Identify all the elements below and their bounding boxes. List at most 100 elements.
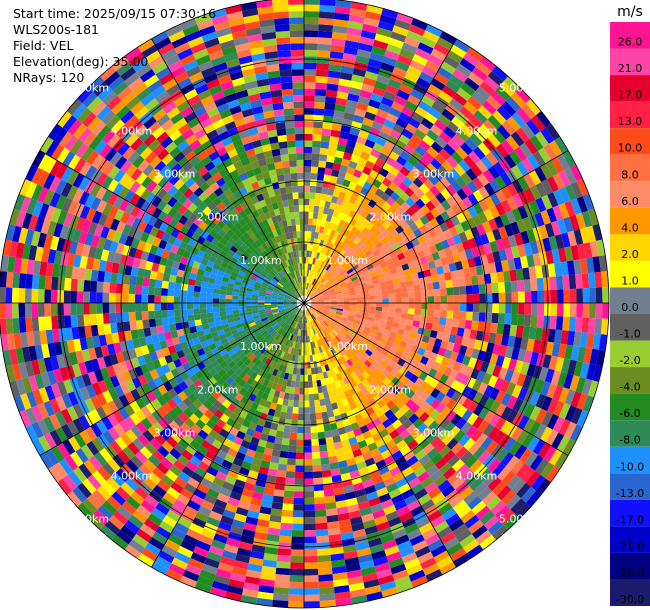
- ppi-cell: [339, 242, 347, 250]
- ppi-cell: [511, 207, 523, 222]
- ppi-cell: [498, 249, 508, 262]
- ppi-cell: [428, 174, 440, 186]
- ppi-cell: [320, 141, 330, 149]
- ppi-cell: [349, 261, 358, 269]
- ppi-cell: [334, 286, 342, 292]
- ppi-cell: [311, 299, 318, 302]
- ppi-cell: [304, 0, 320, 5]
- ppi-cell: [310, 298, 318, 302]
- ppi-cell: [581, 210, 593, 228]
- ppi-cell: [336, 296, 344, 300]
- ppi-cell: [472, 176, 484, 190]
- ppi-cell: [558, 202, 570, 219]
- ppi-cell: [352, 67, 367, 78]
- ppi-cell: [333, 262, 340, 269]
- ppi-cell: [470, 226, 480, 238]
- ppi-cell: [364, 260, 372, 267]
- ppi-cell: [464, 77, 480, 92]
- ppi-cell: [417, 42, 434, 55]
- ppi-cell: [343, 229, 351, 238]
- ppi-cell: [460, 172, 473, 185]
- ppi-cell: [464, 228, 474, 241]
- ppi-cell: [306, 250, 310, 258]
- ppi-cell: [383, 270, 391, 277]
- ppi-cell: [315, 252, 321, 260]
- ppi-cell: [355, 270, 363, 277]
- ppi-cell: [478, 283, 486, 294]
- ppi-cell: [307, 263, 311, 271]
- ppi-cell: [311, 300, 318, 303]
- ppi-cell: [420, 240, 429, 251]
- ppi-cell: [315, 82, 328, 90]
- ppi-cell: [387, 78, 402, 90]
- ppi-cell: [510, 221, 521, 235]
- ppi-cell: [545, 160, 559, 177]
- ppi-cell: [369, 216, 379, 226]
- ppi-cell: [388, 181, 399, 192]
- ppi-cell: [369, 127, 381, 137]
- ppi-cell: [338, 219, 346, 228]
- ppi-cell: [310, 231, 316, 239]
- ppi-cell: [446, 254, 455, 265]
- ppi-cell: [548, 140, 563, 157]
- ppi-cell: [374, 188, 385, 198]
- ppi-cell: [372, 278, 380, 285]
- ppi-cell: [363, 273, 372, 280]
- ppi-cell: [509, 269, 518, 282]
- ppi-cell: [387, 283, 395, 290]
- ppi-cell: [315, 225, 321, 233]
- ppi-cell: [310, 264, 315, 271]
- ppi-cell: [304, 211, 309, 219]
- ppi-cell: [315, 280, 320, 287]
- ppi-cell: [349, 294, 357, 299]
- ppi-cell: [438, 131, 452, 144]
- ppi-cell: [467, 237, 478, 249]
- ppi-cell: [456, 129, 470, 143]
- ppi-cell: [550, 220, 562, 236]
- ppi-cell: [318, 226, 325, 234]
- ppi-cell: [558, 170, 571, 187]
- ppi-cell: [577, 243, 587, 260]
- ppi-cell: [477, 173, 490, 187]
- ppi-cell: [347, 133, 359, 143]
- ppi-cell: [427, 289, 435, 297]
- ppi-cell: [483, 76, 500, 91]
- ppi-cell: [314, 95, 326, 103]
- ppi-cell: [556, 153, 570, 171]
- ppi-cell: [329, 135, 340, 144]
- ppi-cell: [343, 193, 352, 202]
- ppi-cell: [305, 276, 307, 283]
- ppi-cell: [357, 157, 368, 167]
- ppi-cell: [413, 284, 421, 292]
- ppi-cell: [575, 212, 587, 230]
- ppi-cell: [545, 123, 560, 141]
- ppi-cell: [333, 272, 340, 279]
- ppi-cell: [308, 257, 312, 264]
- ppi-cell: [487, 70, 504, 86]
- ppi-cell: [330, 244, 337, 252]
- ppi-cell: [318, 275, 324, 282]
- ppi-cell: [304, 218, 309, 225]
- ppi-cell: [359, 253, 368, 261]
- ppi-cell: [450, 180, 462, 193]
- ppi-cell: [371, 45, 387, 57]
- ppi-cell: [330, 279, 338, 285]
- ppi-cell: [517, 176, 530, 191]
- ppi-cell: [368, 291, 376, 297]
- ppi-cell: [380, 96, 394, 108]
- ppi-cell: [540, 209, 551, 225]
- ppi-cell: [318, 24, 334, 32]
- ppi-cell: [327, 250, 334, 258]
- ppi-cell: [366, 4, 383, 15]
- ppi-cell: [404, 122, 418, 135]
- ppi-cell: [364, 204, 373, 214]
- ppi-cell: [529, 135, 544, 151]
- ppi-cell: [355, 290, 363, 295]
- ppi-cell: [453, 38, 471, 53]
- ppi-cell: [395, 225, 405, 235]
- ppi-cell: [409, 222, 419, 233]
- ppi-cell: [445, 184, 457, 196]
- ppi-cell: [397, 270, 405, 278]
- ppi-cell: [443, 55, 460, 69]
- ppi-cell: [394, 186, 405, 197]
